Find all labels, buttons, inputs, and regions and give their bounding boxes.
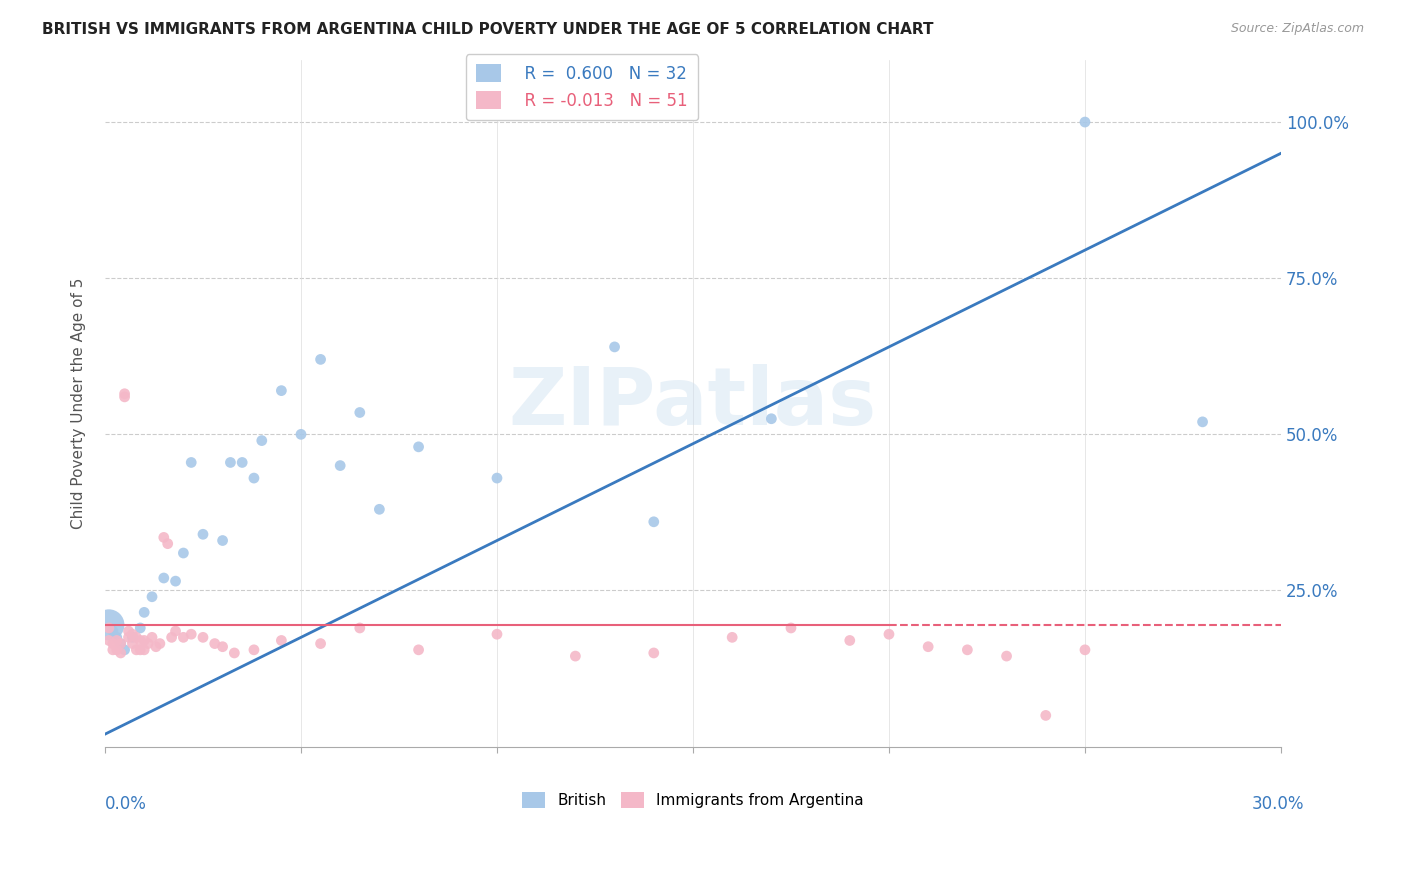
Text: 0.0%: 0.0%: [105, 795, 146, 813]
Point: [368, 502, 391, 516]
Point: [1035, 708, 1057, 723]
Point: [329, 458, 352, 473]
Point: [643, 646, 665, 660]
Point: [1191, 415, 1213, 429]
Point: [917, 640, 939, 654]
Point: [211, 640, 233, 654]
Point: [101, 624, 124, 639]
Point: [643, 515, 665, 529]
Point: [165, 574, 187, 588]
Point: [780, 621, 803, 635]
Point: [105, 643, 128, 657]
Point: [117, 624, 139, 639]
Point: [191, 527, 214, 541]
Point: [309, 637, 332, 651]
Point: [211, 533, 233, 548]
Point: [408, 643, 430, 657]
Point: [1074, 643, 1097, 657]
Y-axis label: Child Poverty Under the Age of 5: Child Poverty Under the Age of 5: [72, 277, 86, 529]
Point: [141, 590, 163, 604]
Point: [114, 643, 136, 657]
Point: [101, 637, 124, 651]
Point: [172, 546, 194, 560]
Point: [877, 627, 900, 641]
Point: [204, 637, 226, 651]
Point: [152, 571, 174, 585]
Point: [136, 637, 159, 651]
Point: [117, 631, 139, 645]
Point: [270, 633, 292, 648]
Point: [603, 340, 626, 354]
Point: [129, 621, 152, 635]
Point: [180, 627, 202, 641]
Point: [125, 631, 148, 645]
Point: [290, 427, 312, 442]
Point: [172, 631, 194, 645]
Point: [349, 621, 371, 635]
Point: [485, 471, 508, 485]
Point: [838, 633, 860, 648]
Point: [114, 390, 136, 404]
Point: [349, 405, 371, 419]
Point: [110, 646, 132, 660]
Point: [408, 440, 430, 454]
Point: [129, 633, 152, 648]
Point: [101, 643, 124, 657]
Point: [956, 643, 979, 657]
Point: [160, 631, 183, 645]
Point: [156, 536, 179, 550]
Point: [145, 640, 167, 654]
Text: Source: ZipAtlas.com: Source: ZipAtlas.com: [1230, 22, 1364, 36]
Point: [180, 455, 202, 469]
Point: [134, 633, 156, 648]
Point: [105, 633, 128, 648]
Point: [995, 649, 1018, 664]
Point: [125, 643, 148, 657]
Point: [224, 646, 246, 660]
Point: [721, 631, 744, 645]
Point: [165, 624, 187, 639]
Point: [485, 627, 508, 641]
Point: [309, 352, 332, 367]
Point: [134, 643, 156, 657]
Point: [105, 631, 128, 645]
Point: [191, 631, 214, 645]
Point: [110, 637, 132, 651]
Text: ZIPatlas: ZIPatlas: [509, 364, 877, 442]
Point: [110, 637, 132, 651]
Point: [152, 530, 174, 544]
Point: [231, 455, 253, 469]
Text: 30.0%: 30.0%: [1251, 795, 1305, 813]
Point: [564, 649, 586, 664]
Point: [1074, 115, 1097, 129]
Point: [97, 621, 120, 635]
Text: BRITISH VS IMMIGRANTS FROM ARGENTINA CHILD POVERTY UNDER THE AGE OF 5 CORRELATIO: BRITISH VS IMMIGRANTS FROM ARGENTINA CHI…: [42, 22, 934, 37]
Point: [121, 631, 143, 645]
Point: [270, 384, 292, 398]
Point: [114, 386, 136, 401]
Point: [97, 618, 120, 632]
Point: [141, 631, 163, 645]
Point: [134, 606, 156, 620]
Point: [121, 637, 143, 651]
Point: [121, 627, 143, 641]
Point: [250, 434, 273, 448]
Point: [761, 411, 783, 425]
Point: [243, 471, 266, 485]
Point: [149, 637, 172, 651]
Point: [243, 643, 266, 657]
Point: [219, 455, 242, 469]
Legend: British, Immigrants from Argentina: British, Immigrants from Argentina: [516, 786, 870, 814]
Point: [97, 633, 120, 648]
Point: [129, 643, 152, 657]
